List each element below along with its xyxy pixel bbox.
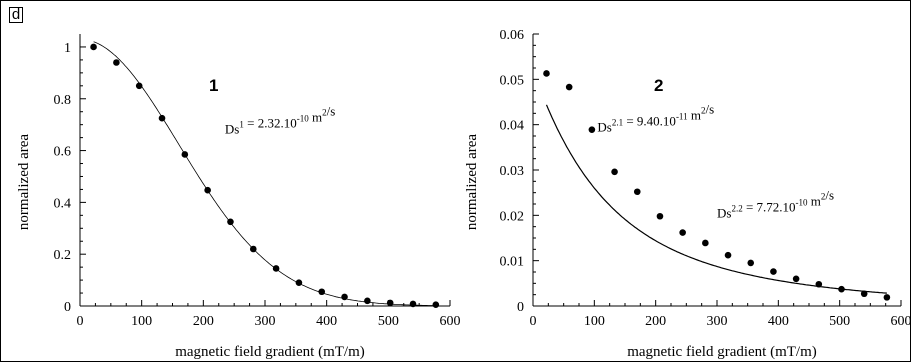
panel-label: d [9, 7, 23, 23]
x-tick-label: 600 [891, 314, 911, 329]
data-point [792, 275, 800, 283]
data-point [679, 229, 686, 236]
x-axis-title: magnetic field gradient (mT/m) [175, 344, 365, 360]
data-point [747, 259, 755, 267]
data-point [588, 126, 596, 133]
y-axis-title: normalized area [464, 134, 480, 231]
y-tick-label: 0 [517, 300, 524, 315]
data-point [113, 59, 120, 66]
annotation-text: = 7.72.10 [743, 200, 796, 215]
data-point [90, 43, 97, 51]
data-point [815, 280, 823, 288]
annotation-superscript: 2 [701, 105, 706, 115]
annotation-text: Ds [717, 206, 731, 221]
data-point [702, 239, 709, 247]
annotation-text: Ds [225, 122, 239, 137]
x-tick-label: 0 [77, 314, 84, 329]
data-point [249, 245, 257, 253]
annotation-text: Ds [597, 119, 611, 134]
y-tick-label: 0.02 [500, 209, 525, 224]
diffusion-coefficient-label: Ds2.2 = 7.72.10-10 m2/s [717, 188, 834, 221]
data-point [295, 279, 303, 286]
fit-curve [545, 104, 887, 294]
annotation-superscript: -10 [796, 198, 808, 208]
chart-panel-1: 0 100 200 300 400 500 600 0 0.2 0.4 0.6 0.8 1 magneti… [16, 34, 461, 360]
annotation-text: /s [327, 104, 336, 119]
data-point [543, 70, 550, 77]
annotation-superscript: 2.1 [612, 117, 623, 127]
annotation-text: m [309, 110, 322, 125]
annotation-text: m [808, 194, 821, 209]
data-point [724, 251, 732, 259]
y-axis-title: normalized area [16, 134, 32, 231]
data-point [432, 301, 440, 309]
y-tick-label: 0.05 [500, 73, 525, 88]
x-tick-label: 0 [530, 314, 537, 329]
annotation-superscript: 2 [322, 108, 327, 118]
data-point [838, 285, 845, 293]
x-axis-title: magnetic field gradient (mT/m) [627, 344, 817, 360]
y-tick-label: 0.01 [500, 255, 525, 270]
annotation-superscript: 2 [821, 192, 826, 202]
y-tick-label: 0.06 [500, 28, 525, 43]
data-point [656, 212, 664, 220]
x-tick-label: 200 [645, 314, 666, 329]
data-point [633, 188, 641, 196]
x-tick-label: 300 [255, 314, 276, 329]
data-point [386, 299, 394, 307]
y-tick-label: 0.4 [54, 196, 72, 211]
data-point [860, 290, 868, 298]
y-tick-label: 0.2 [54, 248, 72, 263]
x-tick-label: 500 [829, 314, 850, 329]
data-point [204, 186, 211, 194]
data-point [272, 265, 280, 272]
diffusion-coefficient-label: Ds2.1 = 9.40.10-11 m2/s [597, 101, 714, 134]
x-tick-label: 400 [768, 314, 789, 329]
annotation-text: = 9.40.10 [623, 113, 676, 128]
annotation-superscript: -11 [676, 111, 688, 121]
annotation-text: = 2.32.10 [244, 116, 297, 131]
y-tick-label: 0 [64, 300, 71, 315]
annotation-text: /s [825, 188, 834, 203]
y-tick-label: 1 [64, 41, 71, 56]
data-point [158, 114, 166, 122]
x-tick-label: 400 [316, 314, 337, 329]
fit-curve [93, 41, 436, 306]
x-tick-label: 100 [131, 314, 152, 329]
data-point [565, 83, 573, 91]
data-point [770, 268, 777, 275]
x-tick-label: 300 [707, 314, 728, 329]
data-point [227, 218, 234, 226]
data-point [181, 151, 189, 158]
chart-panel-2: 0 100 200 300 400 500 600 0 0.01 0.02 0.03 0.04 0.05… [464, 28, 910, 360]
data-point [883, 294, 891, 301]
y-tick-label: 0.04 [500, 119, 525, 134]
x-tick-label: 600 [440, 314, 461, 329]
x-tick-label: 500 [378, 314, 399, 329]
y-tick-label: 0.8 [54, 93, 72, 108]
annotation-superscript: 2.2 [731, 204, 742, 214]
y-tick-label: 0.03 [500, 164, 525, 179]
diffusion-coefficient-label: Ds1 = 2.32.10-10 m2/s [225, 104, 335, 137]
annotation-superscript: 1 [239, 120, 244, 130]
x-tick-label: 100 [584, 314, 605, 329]
panel-number: 2 [654, 76, 663, 95]
annotation-text: m [688, 107, 701, 122]
data-point [409, 300, 417, 308]
data-point [611, 168, 618, 176]
data-point [318, 288, 326, 296]
data-point [135, 82, 143, 90]
panel-number: 1 [209, 76, 218, 95]
x-tick-label: 200 [193, 314, 214, 329]
annotation-superscript: -10 [297, 114, 309, 124]
data-point [341, 293, 348, 301]
y-tick-label: 0.6 [54, 145, 72, 160]
annotation-text: /s [705, 101, 714, 116]
data-point [364, 297, 371, 305]
